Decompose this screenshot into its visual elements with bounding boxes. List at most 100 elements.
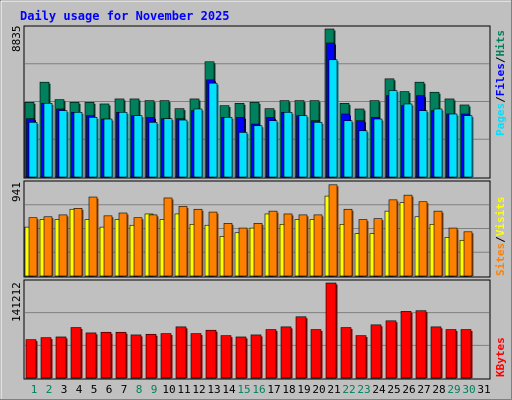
bar-pages-28 <box>433 108 444 178</box>
bar-pages-25 <box>388 90 399 178</box>
bar-kbytes-10 <box>160 333 173 379</box>
bar-sites-10 <box>163 197 174 277</box>
day-label-14: 14 <box>222 383 236 396</box>
day-label-5: 5 <box>91 383 98 396</box>
bar-pages-20 <box>313 122 324 178</box>
bar-sites-2 <box>43 216 54 277</box>
bar-sites-24 <box>373 218 384 277</box>
day-label-10: 10 <box>162 383 175 396</box>
bar-sites-14 <box>223 223 234 277</box>
day-label-1: 1 <box>31 383 38 396</box>
legend-hits: Hits <box>494 30 507 57</box>
legend-files: Files <box>494 63 507 96</box>
bar-sites-8 <box>133 217 144 277</box>
bar-kbytes-13 <box>205 329 218 379</box>
bar-pages-1 <box>28 122 39 178</box>
bar-sites-25 <box>388 199 399 277</box>
bar-kbytes-6 <box>100 331 113 379</box>
bar-pages-27 <box>418 110 429 178</box>
bar-sites-28 <box>433 210 444 277</box>
bar-sites-30 <box>463 231 474 277</box>
bar-pages-23 <box>358 130 369 178</box>
bar-sites-13 <box>208 211 219 277</box>
bar-kbytes-2 <box>40 337 53 379</box>
bar-sites-29 <box>448 227 459 277</box>
day-label-30: 30 <box>462 383 475 396</box>
day-label-9: 9 <box>151 383 158 396</box>
bar-kbytes-9 <box>145 333 158 379</box>
bar-sites-17 <box>268 210 279 277</box>
bar-sites-9 <box>148 214 159 277</box>
day-label-18: 18 <box>282 383 295 396</box>
bar-pages-29 <box>448 113 459 178</box>
bar-pages-18 <box>283 112 294 178</box>
bars-layer <box>24 28 474 379</box>
bar-kbytes-5 <box>85 332 98 379</box>
bar-kbytes-17 <box>265 329 278 379</box>
day-label-29: 29 <box>447 383 460 396</box>
day-label-22: 22 <box>342 383 355 396</box>
bar-sites-15 <box>238 227 249 277</box>
bar-kbytes-29 <box>445 329 458 379</box>
day-label-11: 11 <box>177 383 190 396</box>
bar-sites-16 <box>253 223 264 277</box>
bar-sites-19 <box>298 214 309 277</box>
bar-pages-19 <box>298 115 309 178</box>
bar-pages-16 <box>253 125 264 178</box>
day-label-13: 13 <box>207 383 220 396</box>
bar-sites-26 <box>403 194 414 277</box>
bar-pages-22 <box>343 120 354 178</box>
bar-kbytes-23 <box>355 335 368 379</box>
day-label-15: 15 <box>237 383 250 396</box>
bar-pages-17 <box>268 120 279 178</box>
bar-pages-12 <box>193 108 204 178</box>
svg-text:KBytes: KBytes <box>494 337 507 377</box>
legend-kbytes: KBytes <box>494 337 507 377</box>
day-label-27: 27 <box>417 383 430 396</box>
kbytes-y-max-label: 141212 <box>10 282 23 322</box>
bar-kbytes-4 <box>70 327 83 379</box>
bar-pages-13 <box>208 82 219 178</box>
bar-pages-30 <box>463 115 474 178</box>
bar-pages-6 <box>103 118 114 178</box>
visits-y-max-label: 941 <box>10 182 23 202</box>
day-label-28: 28 <box>432 383 445 396</box>
bar-kbytes-28 <box>430 326 443 379</box>
bar-kbytes-30 <box>460 329 473 379</box>
day-label-8: 8 <box>136 383 143 396</box>
bar-sites-21 <box>328 184 339 277</box>
bar-sites-23 <box>358 219 369 277</box>
bar-kbytes-1 <box>25 339 38 379</box>
bar-kbytes-3 <box>55 336 68 379</box>
day-label-4: 4 <box>76 383 83 396</box>
bar-pages-15 <box>238 132 249 178</box>
bar-pages-24 <box>373 118 384 178</box>
day-label-24: 24 <box>372 383 386 396</box>
bar-pages-7 <box>118 112 129 178</box>
bar-kbytes-11 <box>175 326 188 379</box>
bar-pages-5 <box>88 117 99 178</box>
day-label-16: 16 <box>252 383 265 396</box>
bar-sites-27 <box>418 201 429 277</box>
day-label-19: 19 <box>297 383 310 396</box>
bar-sites-6 <box>103 215 114 277</box>
bar-pages-11 <box>178 119 189 178</box>
day-label-12: 12 <box>192 383 205 396</box>
bar-pages-21 <box>328 59 339 178</box>
bar-kbytes-8 <box>130 334 143 379</box>
bar-sites-22 <box>343 208 354 277</box>
bar-sites-3 <box>58 214 69 277</box>
day-label-6: 6 <box>106 383 113 396</box>
day-label-7: 7 <box>121 383 128 396</box>
bar-kbytes-12 <box>190 333 203 379</box>
day-label-31: 31 <box>477 383 490 396</box>
svg-text:Sites/Visits: Sites/Visits <box>494 197 507 277</box>
bar-kbytes-15 <box>235 336 248 379</box>
bar-kbytes-19 <box>295 316 308 379</box>
day-label-25: 25 <box>387 383 400 396</box>
bar-sites-1 <box>28 217 39 277</box>
bar-sites-11 <box>178 206 189 277</box>
bar-pages-3 <box>58 110 69 178</box>
bar-pages-14 <box>223 117 234 178</box>
